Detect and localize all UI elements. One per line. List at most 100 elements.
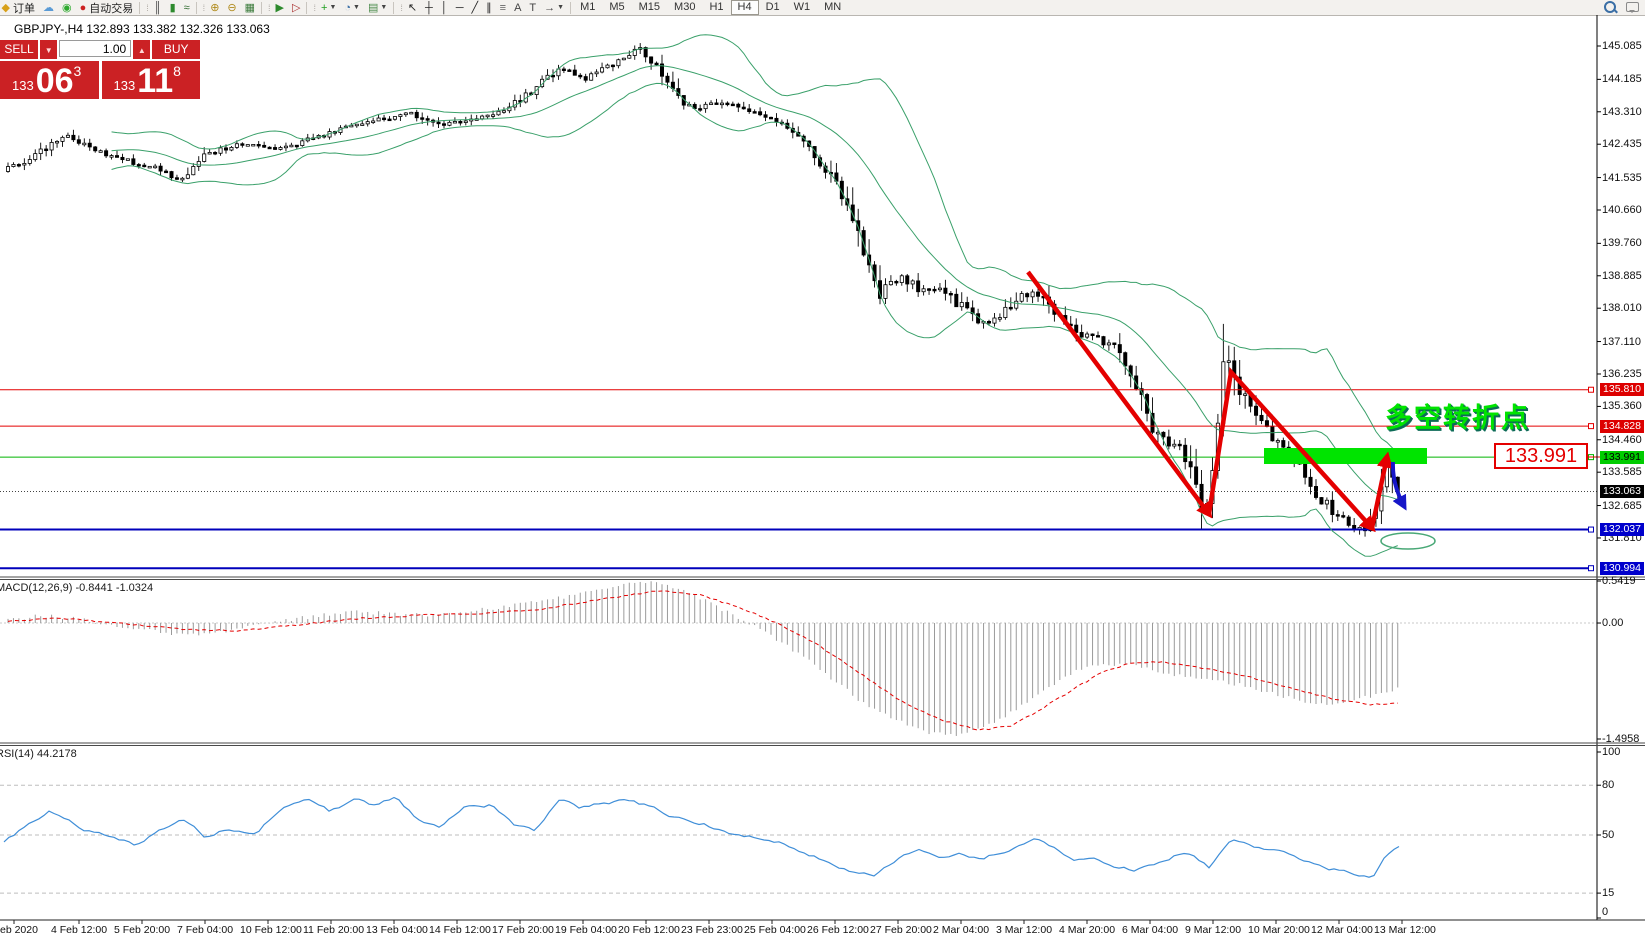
time-axis-label: 10 Mar 20:00: [1248, 924, 1310, 936]
cursor-button[interactable]: ↖: [404, 1, 421, 15]
timeframe-m5[interactable]: M5: [609, 1, 625, 13]
bollinger-bands: [111, 34, 1399, 557]
zoom-in-button[interactable]: ⊕: [206, 1, 223, 15]
text-label-icon: T: [529, 1, 537, 14]
price-badge: 135.810: [1600, 383, 1644, 397]
time-axis-label: 9 Mar 12:00: [1185, 924, 1242, 936]
buy-price-prefix: 133: [113, 78, 136, 93]
zoom-out-button[interactable]: ⊖: [223, 1, 240, 15]
time-axis-label: 13 Mar 12:00: [1374, 924, 1436, 936]
arrows-button[interactable]: → ▼: [540, 1, 568, 15]
signal-button[interactable]: ◉: [58, 1, 76, 15]
candlesticks: [6, 43, 1400, 537]
auto-scroll-icon: ▶: [275, 1, 285, 14]
price-axis-tick: 141.535: [1602, 171, 1642, 184]
signal-icon: ◉: [61, 1, 72, 14]
auto-scroll-button[interactable]: ▶: [272, 1, 288, 15]
search-icon[interactable]: [1604, 1, 1616, 13]
toolbar-separator: [139, 1, 141, 14]
buy-button[interactable]: BUY: [152, 40, 200, 59]
macd-axis-tick: 0.00: [1602, 617, 1624, 630]
toolbar-separator: [306, 1, 308, 14]
chat-icon[interactable]: [1626, 2, 1639, 13]
trend-arrows[interactable]: [1026, 270, 1601, 550]
price-axis-tick: 139.760: [1602, 237, 1642, 250]
supply-zone-rectangle[interactable]: [1264, 448, 1427, 464]
indicators-icon: +: [321, 1, 328, 14]
tile-windows-button[interactable]: ▦: [241, 1, 259, 15]
dropdown-caret-icon: ▼: [557, 4, 565, 11]
rsi-axis-tick: 80: [1602, 779, 1615, 792]
sell-price-prefix: 133: [12, 78, 34, 93]
time-axis-label: 3 Mar 12:00: [996, 924, 1053, 936]
text-button[interactable]: A: [510, 1, 525, 15]
buy-price-big: 11: [137, 62, 174, 100]
buy-price-tile[interactable]: 133 11 8: [101, 61, 200, 100]
chart-shift-button[interactable]: ▷: [288, 1, 304, 15]
timeframe-h1[interactable]: H1: [709, 1, 724, 13]
price-axis-tick: 134.460: [1602, 433, 1642, 446]
equidistant-channel-button[interactable]: ∥: [482, 1, 496, 15]
price-axis-tick: 138.010: [1602, 302, 1642, 315]
periods-button[interactable]: ◔ ▼: [340, 1, 364, 15]
fibonacci-button[interactable]: ≡: [496, 1, 510, 15]
autotrade-button[interactable]: ● 自动交易: [76, 1, 138, 15]
time-axis-label: 5 Feb 20:00: [114, 924, 171, 936]
candlestick-chart-button[interactable]: ▮: [166, 1, 180, 15]
sell-price-tile[interactable]: 133 06 3: [0, 61, 99, 99]
timeframe-w1[interactable]: W1: [793, 1, 811, 13]
line-chart-button[interactable]: ≈: [180, 1, 194, 15]
time-axis-label: 6 Mar 04:00: [1122, 924, 1179, 936]
volume-increase-button[interactable]: ▲: [133, 40, 151, 59]
timeframe-mn[interactable]: MN: [824, 1, 842, 13]
templates-button[interactable]: ▤ ▼: [364, 1, 391, 15]
dropdown-caret-icon: ▼: [380, 4, 388, 11]
turning-point-annotation[interactable]: 多空转折点: [1385, 403, 1530, 433]
tile-windows-icon: ▦: [244, 1, 256, 14]
toolbar-separator: [195, 1, 197, 14]
price-axis-tick: 138.885: [1602, 269, 1642, 282]
time-axis-label: 25 Feb 04:00: [744, 924, 806, 936]
price-axis-tick: 142.435: [1602, 138, 1642, 151]
volume-input[interactable]: [59, 40, 132, 57]
price-axis-tick: 135.360: [1602, 400, 1642, 413]
timeframe-h4[interactable]: H4: [730, 0, 759, 15]
crosshair-button[interactable]: ┼: [421, 1, 437, 15]
text-label-button[interactable]: T: [525, 1, 540, 15]
macd-axis-tick: -1.4958: [1602, 733, 1640, 745]
chart-cloud-button[interactable]: ☁: [39, 1, 58, 15]
timeframe-m15[interactable]: M15: [638, 1, 661, 13]
arrows-icon: →: [544, 1, 556, 14]
price-level-label[interactable]: 133.991: [1494, 443, 1588, 469]
time-axis-label: 27 Feb 20:00: [870, 924, 932, 936]
time-axis-label: 19 Feb 04:00: [555, 924, 617, 936]
new-order-label: 订单: [12, 2, 35, 15]
equidistant-channel-icon: ∥: [486, 1, 492, 14]
price-axis-tick: 132.685: [1602, 499, 1642, 512]
indicators-button[interactable]: + ▼: [317, 1, 340, 15]
price-axis-tick: 136.235: [1602, 367, 1642, 380]
sell-button[interactable]: SELL: [0, 40, 39, 59]
sell-price-big: 06: [35, 62, 74, 100]
horizontal-level-lines[interactable]: [0, 386, 1597, 572]
toolbar-grip: ⁞: [146, 2, 148, 13]
time-axis-label: 7 Feb 04:00: [177, 924, 234, 936]
vertical-line-button[interactable]: │: [437, 1, 452, 15]
pane-borders: [0, 15, 1645, 924]
timeframe-m1[interactable]: M1: [580, 1, 596, 13]
cursor-icon: ↖: [407, 1, 418, 14]
bottom-ellipse: [1380, 532, 1436, 550]
toolbar-grip: ⁞: [313, 2, 315, 13]
trendline-button[interactable]: ╱: [468, 1, 483, 15]
time-axis-label: 26 Feb 12:00: [807, 924, 869, 936]
volume-decrease-button[interactable]: ▼: [40, 40, 58, 59]
time-axis-label: 13 Feb 04:00: [366, 924, 428, 936]
line-chart-icon: ≈: [183, 1, 190, 14]
horizontal-line-button[interactable]: ─: [452, 1, 468, 15]
new-order-button[interactable]: ◆ 订单: [0, 1, 39, 15]
rsi-indicator-label: RSI(14) 44.2178: [0, 748, 77, 760]
timeframe-d1[interactable]: D1: [765, 1, 780, 13]
bar-chart-button[interactable]: ║: [150, 1, 166, 15]
timeframe-m30[interactable]: M30: [674, 1, 696, 13]
